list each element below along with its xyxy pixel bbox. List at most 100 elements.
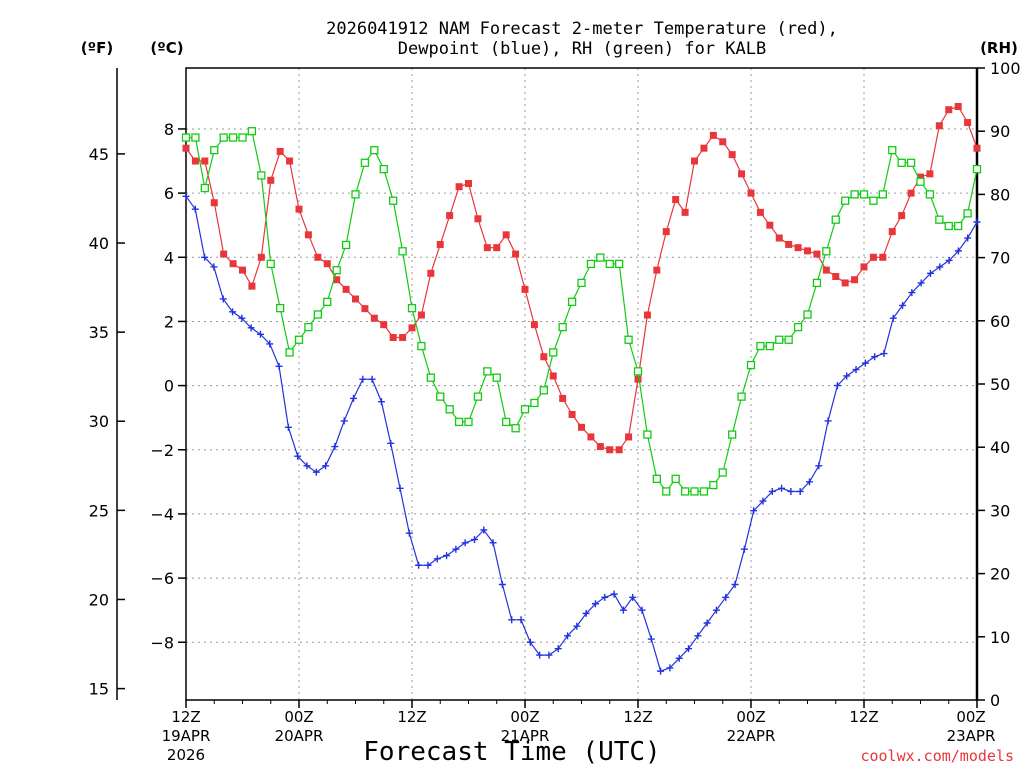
rh-point (916, 177, 925, 186)
rh-point (464, 417, 473, 427)
rh-tick-label: 10 (990, 628, 1010, 647)
dewpoint-point (405, 529, 413, 537)
dewpoint-point (685, 645, 693, 653)
dewpoint-point (498, 581, 506, 589)
rh-point (577, 278, 586, 288)
x-tick-label-date: 21APR (501, 727, 550, 745)
c-tick-label: −2 (150, 441, 174, 460)
temperature-point (333, 276, 341, 284)
rh-point (935, 215, 944, 224)
fahrenheit-tick-labels: 15 20 25 30 35 40 45 (89, 145, 109, 699)
dewpoint-point (871, 353, 879, 361)
rh-point (784, 335, 793, 344)
rh-point (690, 487, 699, 496)
temperature-point (841, 279, 849, 287)
dewpoint-point (638, 606, 646, 614)
rh-point (775, 335, 784, 344)
rh-point (709, 480, 718, 490)
rh-point (963, 209, 972, 218)
dewpoint-point (331, 443, 339, 451)
x-tick-label-hour: 00Z (956, 708, 985, 726)
rh-point (257, 171, 266, 180)
temperature-point (747, 189, 755, 197)
series-rh-open-square (181, 127, 982, 496)
dewpoint-point (657, 667, 665, 675)
f-tick-label: 35 (89, 323, 109, 342)
dewpoint-point (256, 330, 264, 338)
temperature-point (625, 433, 633, 441)
rh-point (247, 127, 257, 136)
temperature-point (257, 253, 265, 261)
temperature-point (709, 131, 717, 139)
dewpoint-point (824, 417, 832, 425)
temperature-point (323, 260, 331, 268)
rh-point (210, 146, 219, 155)
rh-point (530, 398, 539, 408)
rh-point (671, 474, 680, 483)
dewpoint-point (275, 362, 283, 370)
x-tick-label-date: 23APR (947, 727, 996, 745)
temperature-point (314, 253, 322, 261)
temperature-point (756, 208, 764, 216)
chart-title-line1: 2026041912 NAM Forecast 2-meter Temperat… (326, 19, 838, 39)
temperature-point (408, 324, 416, 332)
dewpoint-point (424, 561, 432, 569)
rh-point (332, 266, 341, 275)
celsius-tick-labels: −8 −6 −4 −2 0 2 4 6 8 (150, 120, 174, 652)
temperature-point (191, 157, 199, 165)
temperature-point (512, 250, 520, 258)
temperature-point (436, 240, 444, 248)
rh-point (831, 215, 840, 224)
dewpoint-point (796, 487, 804, 495)
x-tick-label-hour: 00Z (510, 708, 539, 726)
dewpoint-point (480, 526, 488, 534)
temperature-point (530, 321, 538, 329)
series-line (185, 195, 978, 672)
dewpoint-point (750, 507, 758, 515)
series-line (186, 130, 978, 493)
temperature-point (681, 208, 689, 216)
dewpoint-point (647, 635, 655, 643)
rh-tick-label: 80 (990, 185, 1010, 204)
temperature-point (342, 285, 350, 293)
dewpoint-point (377, 398, 385, 406)
rh-tick-label: 40 (990, 438, 1010, 457)
x-tick-label-hour: 12Z (849, 708, 878, 726)
dewpoint-point (294, 452, 302, 460)
axis-ticks (117, 67, 985, 708)
dewpoint-point (452, 545, 460, 553)
rh-point (426, 373, 435, 382)
rh-point (294, 335, 304, 344)
time-axis-labels: 12Z 19APR 2026 00Z 20APR 12Z 00Z 21APR 1… (162, 708, 996, 764)
rh-point (728, 430, 737, 439)
x-tick-label-hour: 12Z (397, 708, 426, 726)
f-tick-label: 15 (89, 680, 109, 699)
rh-point (407, 304, 417, 313)
rh-point (859, 190, 869, 199)
celsius-unit-label: (ºC) (150, 39, 183, 57)
dewpoint-point (396, 484, 404, 492)
rh-point (370, 146, 379, 155)
temperature-point (465, 179, 472, 187)
dewpoint-point (666, 664, 674, 672)
temperature-point (728, 151, 736, 159)
rh-point (633, 367, 643, 376)
temperature-point (869, 253, 877, 261)
dewpoint-point (284, 423, 292, 431)
rh-point (313, 310, 322, 319)
dewpoint-point (759, 497, 767, 505)
credit-text: coolwx.com/models (860, 747, 1014, 765)
temperature-point (794, 244, 802, 252)
temperature-point (380, 321, 388, 329)
rh-point (756, 341, 765, 351)
rh-point (238, 133, 247, 142)
temperature-point (945, 106, 953, 114)
rh-point (436, 392, 445, 401)
temperature-point (446, 212, 454, 220)
f-tick-label: 40 (89, 234, 109, 253)
temperature-point (304, 231, 312, 239)
temperature-point (352, 295, 359, 303)
dewpoint-point (601, 593, 609, 601)
dewpoint-point (591, 600, 599, 608)
rh-point (765, 341, 774, 351)
